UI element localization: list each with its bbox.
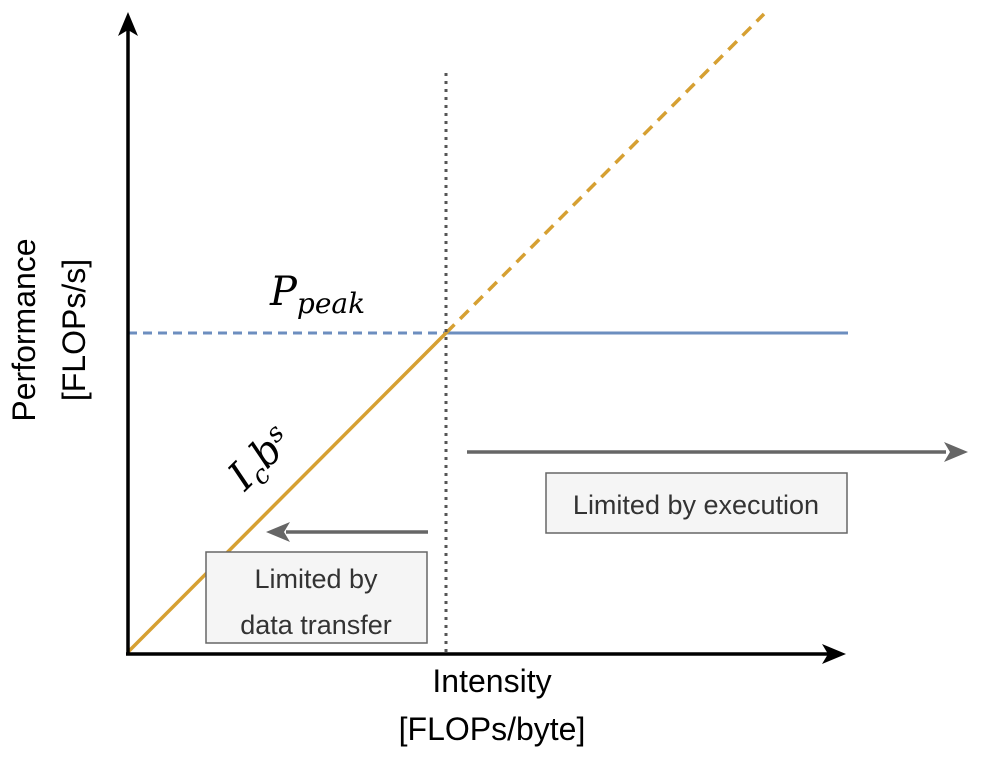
y-axis-title-line2: [FLOPs/s]: [56, 259, 92, 401]
x-axis-title-line1: Intensity: [432, 663, 551, 699]
y-axis-title-line1: Performance: [6, 238, 42, 421]
x-axis-arrowhead: [822, 644, 846, 664]
execution-box-label: Limited by execution: [573, 490, 819, 520]
data-transfer-box: [205, 551, 428, 644]
data-transfer-box-line1: Limited by: [254, 564, 378, 594]
peak-label: Ppeak: [269, 269, 365, 320]
y-axis-arrowhead: [118, 12, 138, 36]
peak-label-sub: peak: [297, 287, 365, 320]
slope-label: Icbs: [219, 418, 305, 504]
peak-label-main: P: [269, 269, 298, 315]
x-axis-title-line2: [FLOPs/byte]: [399, 711, 586, 747]
execution-arrowhead: [944, 442, 968, 462]
execution-box: [545, 472, 848, 534]
data-transfer-box-line2: data transfer: [240, 610, 392, 640]
bandwidth-line-dashed: [444, 12, 766, 335]
data-transfer-arrowhead: [266, 522, 290, 542]
bandwidth-line-solid: [126, 331, 448, 654]
